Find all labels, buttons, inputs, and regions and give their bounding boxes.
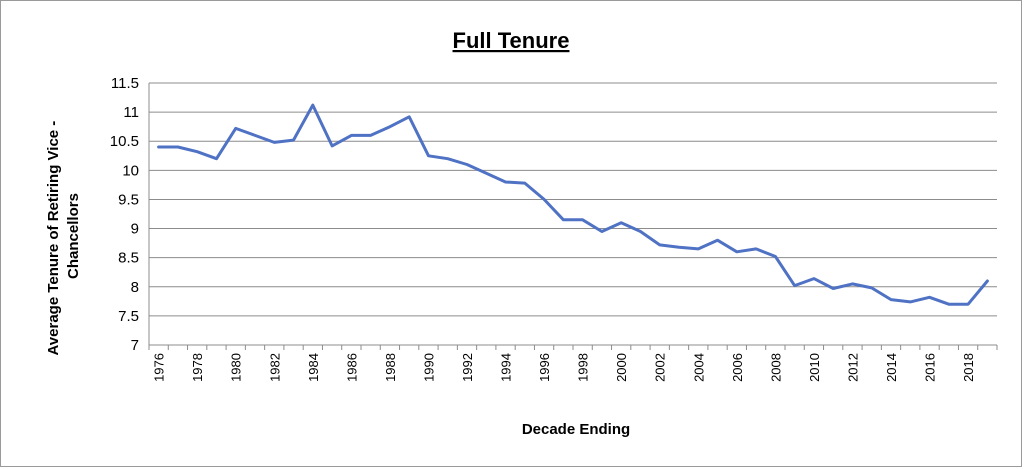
chart-title: Full Tenure [453,28,570,53]
x-tick-label: 2010 [807,353,822,382]
x-tick-label: 1984 [306,353,321,382]
x-tick-label: 1992 [460,353,475,382]
x-tick-label: 1998 [576,353,591,382]
y-tick-label: 9.5 [118,191,139,208]
y-tick-label: 7 [131,337,139,354]
y-axis-label-line-1: Average Tenure of Retiring Vice - [45,121,62,356]
x-axis-label: Decade Ending [522,421,630,438]
x-tick-label: 1976 [152,353,167,382]
series-line [157,103,989,306]
y-tick-label: 8.5 [118,250,139,267]
y-tick-label: 10.5 [110,133,139,150]
x-tick-label: 1978 [190,353,205,382]
x-tick-label: 1990 [421,353,436,382]
x-tick-label: 2008 [768,353,783,382]
y-axis-ticks: 7 7.5 8 8.5 9 9.5 10 10.5 11 11.5 [110,75,139,354]
x-tick-label: 1980 [229,353,244,382]
x-tick-label: 2000 [614,353,629,382]
y-tick-label: 7.5 [118,308,139,325]
x-tick-label: 1988 [383,353,398,382]
x-tick-label: 2004 [691,353,706,382]
x-tick-label: 2002 [653,353,668,382]
y-tick-label: 11.5 [111,75,139,92]
x-tick-label: 1996 [537,353,552,382]
x-tick-label: 2018 [961,353,976,382]
x-axis-ticks: 1976 1978 1980 1982 1984 1986 1988 1990 1992 1994… [148,345,998,382]
y-axis-label: Average Tenure of Retiring Vice - Chance… [45,117,82,356]
x-tick-label: 2014 [884,353,899,382]
x-tick-label: 1994 [499,353,514,382]
x-tick-label: 2012 [845,353,860,382]
y-tick-label: 9 [131,221,139,238]
x-tick-label: 2016 [923,353,938,382]
x-tick-label: 1982 [267,353,282,382]
y-tick-label: 11 [123,104,139,121]
x-tick-label: 1986 [344,353,359,382]
y-tick-label: 10 [122,162,139,179]
y-axis-label-line-2: Chancellors [65,193,82,279]
gridlines [148,82,997,346]
y-tick-label: 8 [131,279,139,296]
x-tick-label: 2006 [730,353,745,382]
